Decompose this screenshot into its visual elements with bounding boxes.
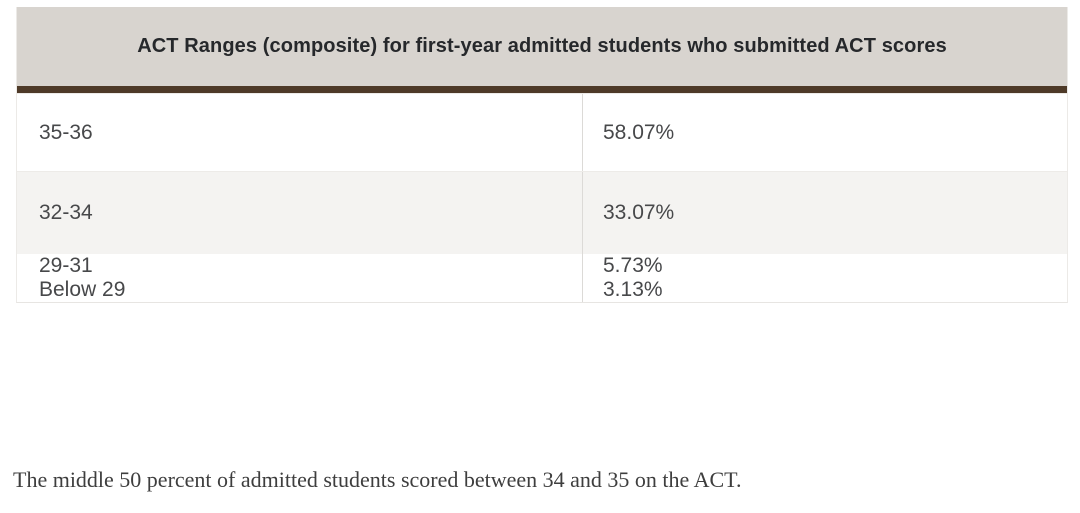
act-range-cell: Below 29 <box>17 278 583 302</box>
percent-cell: 58.07% <box>603 120 675 144</box>
act-range-cell: 35-36 <box>17 94 583 171</box>
table-title: ACT Ranges (composite) for first-year ad… <box>17 7 1067 86</box>
percent-cell: 33.07% <box>603 201 675 224</box>
act-ranges-table: ACT Ranges (composite) for first-year ad… <box>16 7 1068 303</box>
table-row: 32-34 33.07% <box>17 171 1067 254</box>
table-row: Below 29 3.13% <box>17 278 1067 302</box>
percent-cell: 5.73% <box>603 254 663 277</box>
title-accent-bar <box>17 86 1067 93</box>
percent-cell: 3.13% <box>603 278 663 301</box>
table-row: 35-36 58.07% <box>17 93 1067 171</box>
act-range-cell: 32-34 <box>17 172 583 254</box>
table-row: 29-31 5.73% <box>17 254 1067 278</box>
caption: The middle 50 percent of admitted studen… <box>13 467 742 492</box>
act-range-cell: 29-31 <box>17 254 583 278</box>
